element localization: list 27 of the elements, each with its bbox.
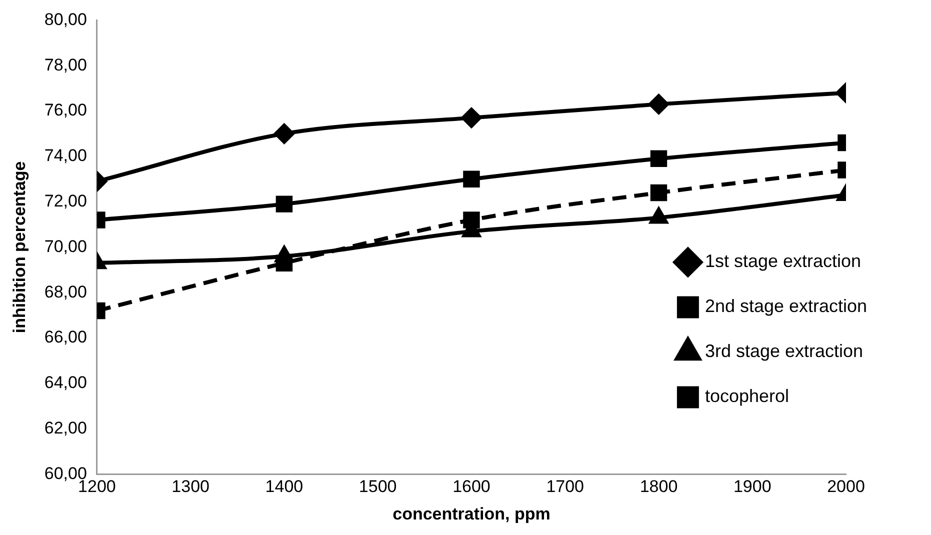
y-tick-label: 80,00 bbox=[44, 10, 87, 29]
point bbox=[463, 170, 480, 188]
y-tick-label: 76,00 bbox=[44, 100, 87, 120]
legend-label: 3rd stage extraction bbox=[704, 341, 864, 362]
x-tick-label: 1900 bbox=[733, 477, 772, 496]
x-tick-label: 1800 bbox=[640, 477, 678, 496]
y-tick-label: 68,00 bbox=[44, 282, 87, 302]
y-tick-label: 62,00 bbox=[44, 418, 87, 438]
y-axis-title: inhibition percentage bbox=[10, 161, 29, 334]
legend-label: 2nd stage extraction bbox=[704, 296, 868, 316]
y-tick-label: 78,00 bbox=[44, 55, 87, 74]
x-tick-label: 1700 bbox=[546, 477, 584, 496]
y-tick-label: 66,00 bbox=[44, 328, 87, 347]
y-tick-label: 70,00 bbox=[44, 236, 87, 256]
y-tick-label: 72,00 bbox=[44, 191, 87, 210]
legend-label: tocopherol bbox=[704, 386, 790, 406]
legend-label: 1st stage extraction bbox=[704, 251, 862, 272]
x-tick-label: 1500 bbox=[358, 477, 397, 496]
y-tick-label: 74,00 bbox=[44, 146, 87, 166]
x-tick-label: 1300 bbox=[172, 477, 210, 496]
x-tick-label: 1400 bbox=[265, 477, 304, 496]
x-tick-label: 1600 bbox=[452, 477, 490, 496]
point bbox=[461, 108, 482, 128]
x-tick-label: 2000 bbox=[827, 477, 865, 496]
x-axis-title: concentration, ppm bbox=[392, 504, 550, 524]
y-tick-label: 60,00 bbox=[44, 464, 87, 483]
y-tick-label: 64,00 bbox=[44, 373, 87, 392]
